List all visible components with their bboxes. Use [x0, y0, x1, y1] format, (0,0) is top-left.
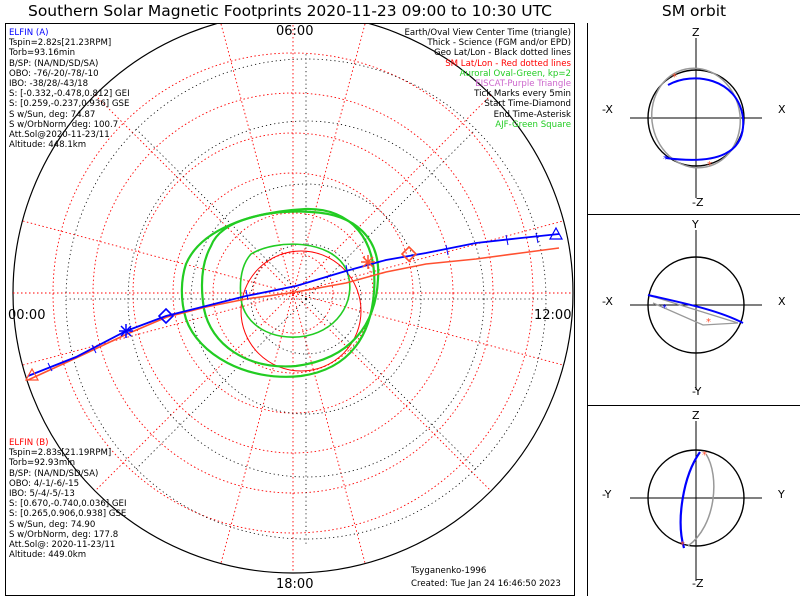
clock-label-right: 12:00 [534, 308, 572, 323]
elfin-b-info-line: ELFIN (B) [9, 438, 49, 448]
elfin-a-track [27, 233, 560, 377]
footprint-map: 06:00 00:00 12:00 18:00 ELFIN (A) Tspin=2… [5, 23, 575, 596]
elfin-a-info-line: Altitude: 448.1km [9, 140, 87, 151]
elfin-a-info-line: S: [0.259,-0.237,0.936] GSE [9, 99, 130, 110]
orbit-plot-yz: * * [630, 421, 762, 581]
legend-entry: Thick - Science (FGM and/or EPD) [427, 38, 571, 49]
legend-entry: EISCAT-Purple Triangle [475, 79, 571, 90]
axis-label-right: X [778, 103, 786, 116]
sm-pole-circle [240, 250, 362, 372]
legend-entry: AJF-Green Square [495, 119, 571, 130]
legend-entry: Tick Marks every 5min [474, 89, 571, 100]
svg-text:*: * [672, 72, 677, 83]
orbit-plot-xz: * * * [630, 38, 762, 198]
legend-entry: Earth/Oval View Center Time (triangle) [404, 28, 571, 38]
elfin-b-info-line: Tspin=2.83s[21.19RPM] [9, 448, 112, 459]
svg-text:*: * [706, 317, 711, 328]
legend-entry: End Time-Asterisk [493, 109, 571, 120]
elfin-a-info-line: Tspin=2.82s[21.23RPM] [9, 38, 112, 49]
axis-label-right: Y [778, 488, 785, 501]
orbit-panel-xy: * * Y -Y -X X [588, 215, 800, 405]
elfin-b-info-line: Altitude: 449.0km [9, 550, 87, 561]
axis-label-left: -X [602, 103, 613, 116]
elfin-a-info-line: S w/OrbNorm, deg: 100.7 [9, 119, 119, 130]
axis-label-left: -Y [602, 488, 612, 501]
legend-entry: Start Time-Diamond [484, 99, 571, 110]
polar-map-svg [12, 24, 574, 574]
orbit-column-border [587, 23, 588, 596]
elfin-a-info-block: ELFIN (A) Tspin=2.82s[21.23RPM] Torb=93.16… [9, 28, 130, 150]
elfin-b-info-block: ELFIN (B) Tspin=2.83s[21.19RPM] Torb=92.93… [9, 438, 127, 560]
orbit-plot-xy: * * [630, 230, 762, 390]
legend-entry: Auroral Oval-Green, kp=2 [459, 68, 571, 79]
elfin-a-info-line: Att.Sol@2020-11-23/11 [9, 130, 110, 141]
elfin-a-start-diamond [157, 307, 175, 325]
elfin-b-track [27, 247, 560, 381]
elfin-a-info-line: Torb=93.16min [9, 48, 76, 59]
svg-text:*: * [663, 154, 668, 165]
elfin-a-info-line: S w/Sun, deg: 74.87 [9, 109, 96, 120]
elfin-a-info-line: B/SP: (NA/ND/SD/SA) [9, 58, 99, 69]
clock-label-left: 00:00 [8, 308, 46, 323]
axis-label-top: Z [692, 26, 700, 39]
elfin-a-center-triangle [548, 226, 564, 240]
svg-text:*: * [680, 540, 685, 551]
orbit-panel-xz: * * * Z -Z -X X [588, 23, 800, 213]
svg-text:*: * [707, 160, 712, 171]
orbit-panel-yz: * * Z -Z -Y Y [588, 406, 800, 596]
elfin-b-info-line: Torb=92.93min [9, 458, 76, 469]
orbit-panel-divider [588, 214, 800, 215]
elfin-b-info-line: Att.Sol@: 2020-11-23/11 [9, 540, 116, 551]
axis-label-left: -X [602, 295, 613, 308]
axis-label-bottom: -Z [692, 577, 704, 590]
clock-label-bottom: 18:00 [276, 577, 314, 592]
track-tick-marks [47, 232, 539, 372]
elfin-b-info-line: OBO: 4/-1/-6/-15 [9, 478, 80, 489]
svg-text:*: * [702, 450, 707, 461]
elfin-a-info-line: ELFIN (A) [9, 28, 49, 38]
auroral-oval [180, 207, 380, 378]
orbit-panel-divider [588, 405, 800, 406]
elfin-b-end-asterisk [361, 255, 375, 269]
orbit-panel-title: SM orbit [661, 2, 727, 20]
elfin-b-start-diamond [400, 245, 418, 263]
credit-text: Tsyganenko-1996 [411, 566, 487, 576]
axis-label-bottom: -Z [692, 196, 704, 209]
legend-entry: Geo Lat/Lon - Black dotted lines [433, 48, 571, 59]
elfin-b-info-line: S: [0.670,-0.740,0.036] GEI [9, 499, 127, 510]
axis-label-top: Z [692, 409, 700, 422]
elfin-b-info-line: S w/OrbNorm, deg: 177.8 [9, 529, 119, 540]
clock-label-top: 06:00 [276, 24, 314, 39]
elfin-b-info-line: IBO: 5/-4/-5/-13 [9, 489, 75, 500]
legend: Earth/Oval View Center Time (triangle) Th… [404, 28, 571, 130]
elfin-a-info-line: S: [-0.332,-0.478,0.812] GEI [9, 89, 130, 100]
elfin-a-end-asterisk [119, 324, 133, 338]
axis-label-right: X [778, 295, 786, 308]
elfin-b-info-line: S w/Sun, deg: 74.90 [9, 519, 96, 530]
created-timestamp: Created: Tue Jan 24 16:46:50 2023 [411, 579, 561, 589]
axis-label-bottom: -Y [692, 385, 702, 398]
elfin-a-info-line: IBO: -38/28/-43/18 [9, 79, 89, 90]
legend-entry: SM Lat/Lon - Red dotted lines [445, 58, 571, 69]
elfin-b-info-line: B/SP: (NA/ND/SD/SA) [9, 468, 99, 479]
axis-label-top: Y [692, 218, 699, 231]
page-title: Southern Solar Magnetic Footprints 2020-… [27, 2, 552, 20]
svg-text:*: * [662, 303, 667, 314]
elfin-b-center-triangle [24, 367, 40, 381]
elfin-a-info-line: OBO: -76/-20/-78/-10 [9, 68, 99, 79]
elfin-b-info-line: S: [0.265,0.906,0.938] GSE [9, 509, 127, 520]
